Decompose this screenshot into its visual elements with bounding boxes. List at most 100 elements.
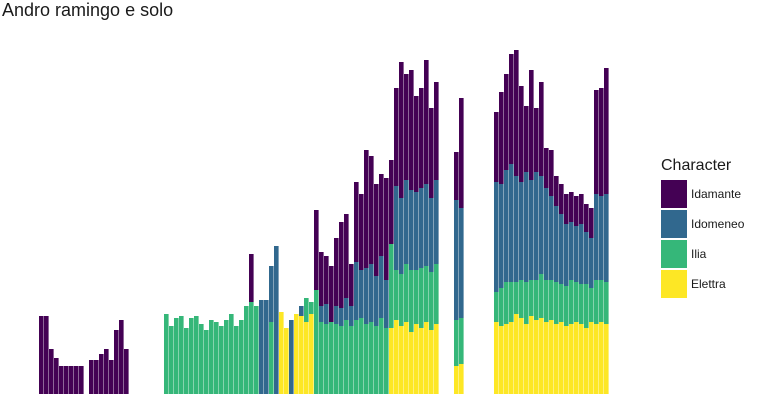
bar-segment-idomeneo-100: [534, 172, 539, 280]
legend-label-ilia: Ilia: [691, 247, 707, 261]
bar-segment-idamante-60: [334, 238, 339, 306]
bar-segment-elettra-114: [604, 324, 609, 394]
bar-segment-idomeneo-58: [324, 304, 329, 324]
legend-item-idamante: Idamante: [661, 179, 744, 209]
chart-title: Andro ramingo e solo: [2, 0, 174, 20]
bar-segment-ilia-92: [494, 292, 499, 322]
bar-segment-ilia-47: [269, 322, 274, 394]
bar-segment-ilia-64: [354, 320, 359, 394]
bar-segment-idomeneo-65: [359, 270, 364, 318]
bar-segment-elettra-55: [309, 314, 314, 394]
bar-segment-idomeneo-77: [419, 188, 424, 268]
bar-segment-ilia-33: [199, 324, 204, 394]
legend-swatch-idomeneo: [661, 210, 687, 238]
bar-segment-idamante-76: [414, 96, 419, 192]
bar-segment-elettra-106: [564, 326, 569, 394]
bar-segment-idomeneo-102: [544, 188, 549, 280]
bar-segment-idamante-8: [74, 366, 79, 394]
bar-segment-ilia-60: [334, 324, 339, 394]
bar-segment-idomeneo-112: [594, 194, 599, 280]
bar-segment-idamante-9: [79, 366, 84, 394]
bar-segment-idamante-12: [94, 360, 99, 394]
bar-segment-idamante-106: [564, 194, 569, 224]
bar-segment-idamante-7: [69, 366, 74, 394]
bar-segment-idomeneo-78: [424, 184, 429, 266]
bar-segment-idamante-69: [379, 174, 384, 256]
bar-segment-ilia-63: [349, 326, 354, 394]
bar-segment-elettra-112: [594, 324, 599, 394]
bar-segment-ilia-31: [189, 318, 194, 394]
bar-segment-ilia-79: [429, 272, 434, 330]
bar-segment-idomeneo-110: [584, 232, 589, 284]
bar-segment-idamante-100: [534, 108, 539, 172]
bar-segment-ilia-98: [524, 282, 529, 324]
bar-segment-idamante-11: [89, 360, 94, 394]
bar-segment-ilia-34: [204, 330, 209, 394]
bar-segment-idomeneo-51: [289, 320, 294, 394]
bar-segment-elettra-100: [534, 320, 539, 394]
bar-segment-idamante-74: [404, 74, 409, 180]
bar-segment-ilia-39: [229, 314, 234, 394]
bar-segment-elettra-113: [599, 322, 604, 394]
bar-segment-idomeneo-109: [579, 224, 584, 284]
bar-segment-elettra-99: [529, 316, 534, 394]
bar-segment-idamante-66: [364, 150, 369, 268]
bar-segment-idamante-59: [329, 266, 334, 322]
bar-segment-idomeneo-62: [344, 298, 349, 320]
bar-segment-idomeneo-111: [589, 238, 594, 288]
bar-segment-idamante-98: [524, 106, 529, 172]
bar-segment-idamante-73: [399, 62, 404, 198]
bar-segment-idamante-99: [529, 70, 534, 180]
bar-segment-idamante-107: [569, 192, 574, 222]
bar-segment-idamante-18: [124, 349, 129, 394]
bar-segment-ilia-62: [344, 320, 349, 394]
bar-segment-ilia-114: [604, 282, 609, 324]
bar-segment-ilia-77: [419, 268, 424, 328]
bar-segment-idomeneo-46: [264, 300, 269, 394]
bar-segment-idamante-105: [559, 184, 564, 214]
bar-segment-idamante-13: [99, 354, 104, 394]
bar-segment-ilia-30: [184, 328, 189, 394]
bar-segment-idomeneo-80: [434, 180, 439, 264]
bar-segment-idamante-101: [539, 82, 544, 176]
bar-segment-elettra-50: [284, 328, 289, 394]
bar-segment-idamante-113: [599, 88, 604, 196]
bar-segment-ilia-71: [389, 244, 394, 328]
bar-segment-idomeneo-70: [384, 280, 389, 328]
bar-segment-ilia-103: [549, 280, 554, 320]
bar-segment-elettra-111: [589, 322, 594, 394]
bar-segment-idomeneo-98: [524, 172, 529, 282]
bar-segment-ilia-94: [504, 282, 509, 324]
bar-segment-elettra-103: [549, 320, 554, 394]
bar-segment-idomeneo-105: [559, 214, 564, 284]
bar-segment-elettra-53: [299, 316, 304, 394]
bar-segment-ilia-109: [579, 284, 584, 324]
bar-segment-ilia-26: [164, 314, 169, 394]
bar-segment-elettra-74: [404, 322, 409, 394]
bar-segment-ilia-35: [209, 320, 214, 394]
bar-segment-idamante-67: [369, 156, 374, 264]
bar-segment-idamante-97: [519, 86, 524, 182]
bar-segment-idomeneo-67: [369, 264, 374, 322]
bar-segment-idomeneo-48: [274, 246, 279, 394]
bar-segment-ilia-27: [169, 326, 174, 394]
bar-segment-ilia-104: [554, 282, 559, 324]
bar-segment-idamante-4: [54, 358, 59, 394]
legend-item-elettra: Elettra: [661, 269, 744, 299]
bar-segment-ilia-67: [369, 322, 374, 394]
bar-segment-ilia-93: [499, 288, 504, 326]
bar-segment-elettra-79: [429, 330, 434, 394]
bar-segment-ilia-95: [509, 282, 514, 322]
bar-segment-ilia-37: [219, 326, 224, 394]
bar-segment-idamante-94: [504, 74, 509, 170]
bar-segment-idomeneo-84: [454, 200, 459, 320]
bar-segment-idamante-63: [349, 264, 354, 306]
legend-label-idomeneo: Idomeneo: [691, 217, 745, 231]
bar-segment-idamante-6: [64, 366, 69, 394]
bar-segment-idomeneo-64: [354, 262, 359, 320]
legend-item-ilia: Ilia: [661, 239, 744, 269]
bar-segment-idamante-43: [249, 254, 254, 302]
bar-segment-idomeneo-79: [429, 198, 434, 272]
bar-segment-idamante-111: [589, 208, 594, 238]
bar-segment-ilia-38: [224, 320, 229, 394]
